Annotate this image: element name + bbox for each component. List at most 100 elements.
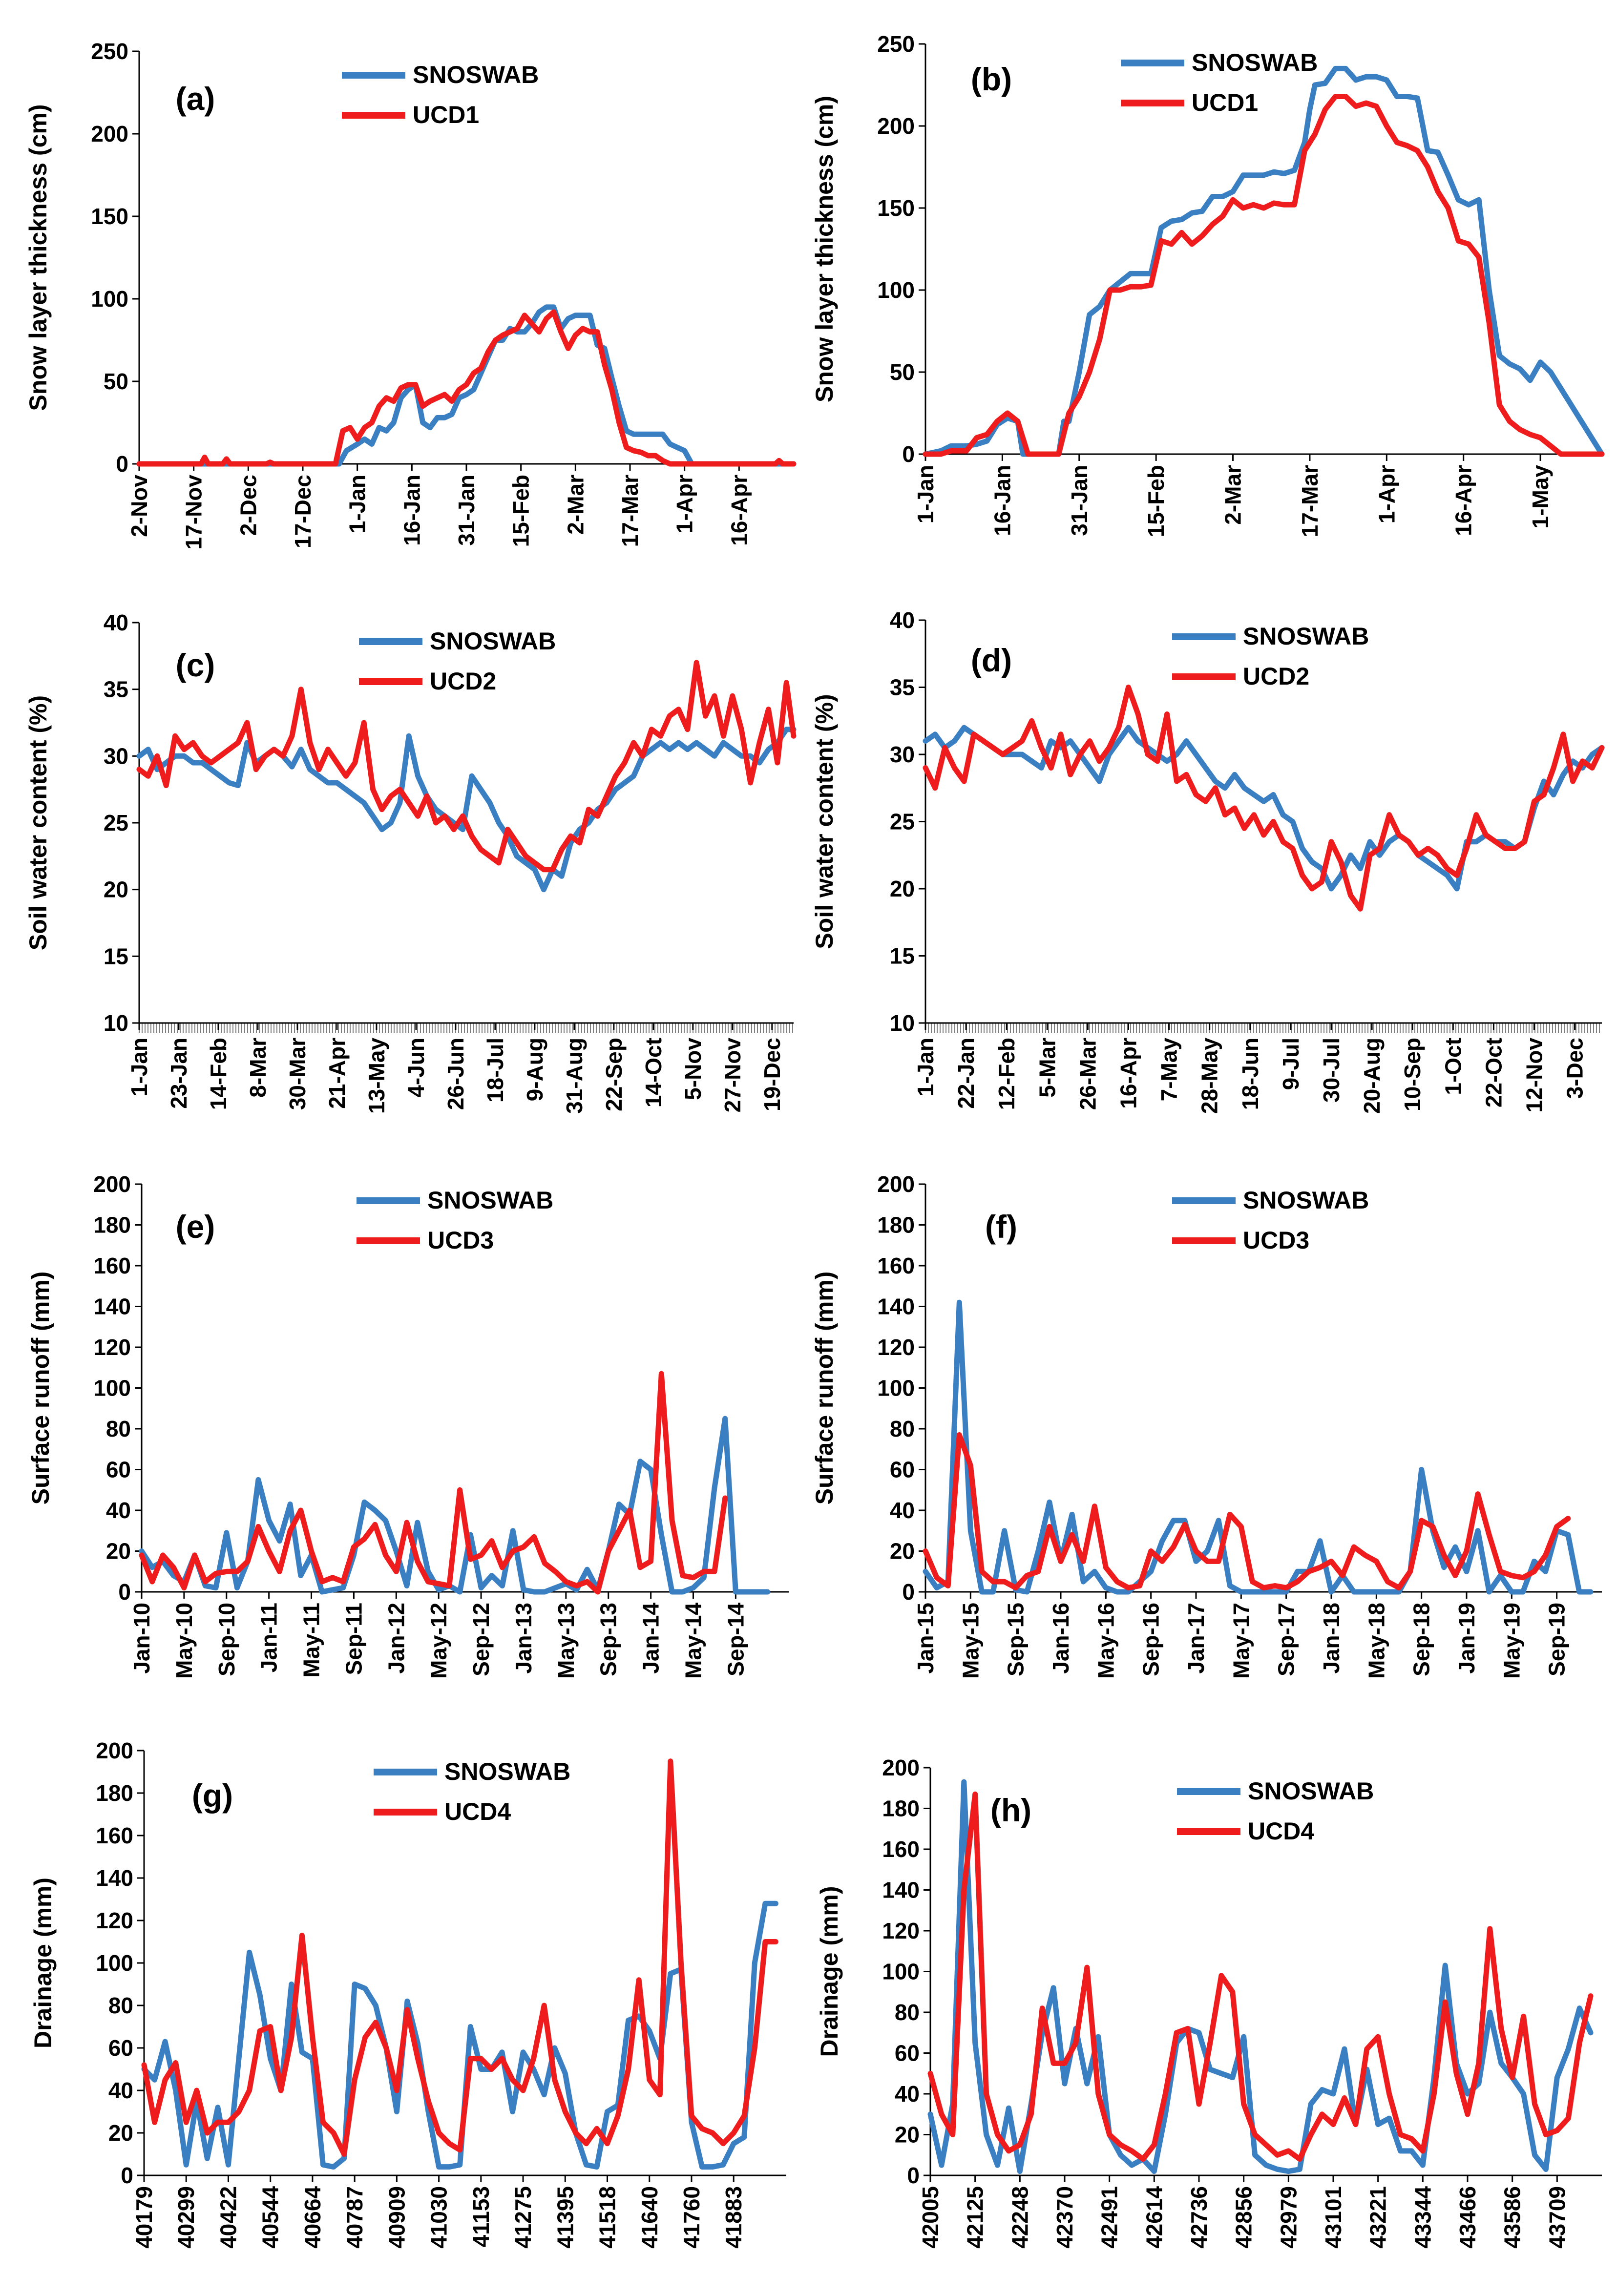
series-line-ucd1 <box>136 309 797 467</box>
x-tick-label: Sep-16 <box>1138 1603 1164 1676</box>
legend-label: SNOSWAB <box>1248 1777 1374 1805</box>
x-tick-label: 5-Nov <box>680 1038 706 1100</box>
x-tick-label: 31-Jan <box>1067 465 1092 536</box>
legend-label: SNOSWAB <box>444 1758 570 1785</box>
x-tick-label: Sep-17 <box>1274 1603 1299 1676</box>
x-tick-label: Jan-10 <box>129 1603 154 1674</box>
y-tick-label: 120 <box>93 1335 131 1360</box>
x-axis-minor-ticks <box>139 1023 793 1033</box>
surface-runoff-chart-e: 0 20 40 60 80 100 120 140 160 180 200 Jan-10 May-10 S… <box>27 1171 789 1679</box>
y-axis-title: Drainage (mm) <box>29 1878 57 2048</box>
panel-label: (a) <box>176 81 215 117</box>
x-tick-label: 41395 <box>552 2186 578 2249</box>
x-tick-label: 17-Dec <box>290 475 315 548</box>
x-tick-label: Jan-11 <box>256 1603 282 1672</box>
x-tick-label: 42979 <box>1276 2186 1301 2249</box>
x-tick-label: 43221 <box>1365 2186 1391 2249</box>
legend-label: SNOSWAB <box>427 1187 553 1214</box>
x-tick-label: 2-Mar <box>563 475 588 535</box>
legend-label: UCD2 <box>430 668 496 695</box>
x-tick-label: 41883 <box>721 2186 746 2249</box>
y-axis-title: Soil water content (%) <box>811 694 838 949</box>
x-tick-label: 1-Jan <box>913 465 938 523</box>
chart-panel-h: 0 20 40 60 80 100 120 140 160 180 200 42005 42125 422… <box>808 1719 1617 2294</box>
series-line-snoswab <box>136 727 797 893</box>
x-tick-label: 22-Jan <box>953 1038 979 1109</box>
x-tick-label: 17-Mar <box>1297 465 1323 537</box>
x-tick-label: 9-Jul <box>1278 1038 1303 1090</box>
snow-thickness-chart-a: 0 50 100 150 200 250 2-Nov 17-Nov 2-Dec 17-Dec 1-J… <box>24 39 797 550</box>
x-tick-label: 41640 <box>637 2186 662 2249</box>
y-tick-label: 25 <box>890 809 915 835</box>
x-tick-label: 10-Sep <box>1400 1038 1425 1111</box>
x-tick-label: 43101 <box>1321 2186 1346 2249</box>
y-tick-label: 10 <box>104 1010 128 1036</box>
x-tick-label: Jan-13 <box>511 1603 536 1674</box>
x-tick-label: 15-Feb <box>508 475 534 547</box>
y-tick-label: 180 <box>877 1212 915 1238</box>
chart-panel-g: 0 20 40 60 80 100 120 140 160 180 200 40179 40299 404… <box>0 1719 808 2294</box>
y-tick-label: 200 <box>91 121 128 146</box>
y-tick-label: 100 <box>91 286 128 312</box>
x-tick-label: 9-Aug <box>522 1038 547 1101</box>
x-tick-label: 8-Mar <box>245 1038 271 1098</box>
x-tick-label: 16-Apr <box>726 475 752 546</box>
x-tick-label: 13-May <box>364 1038 389 1114</box>
x-tick-label: 41153 <box>468 2186 494 2247</box>
x-tick-label: Sep-18 <box>1409 1603 1434 1676</box>
y-tick-label: 120 <box>877 1335 915 1360</box>
x-tick-label: Sep-10 <box>214 1603 239 1676</box>
x-tick-label: 17-Mar <box>617 475 643 547</box>
soil-water-chart-d: 10 15 20 25 30 35 40 1-Jan 22-Jan 12-Feb 5-Mar 26-M… <box>811 607 1605 1114</box>
y-tick-label: 60 <box>890 1457 915 1482</box>
x-axis-minor-ticks <box>925 1023 1600 1033</box>
x-tick-label: 14-Oct <box>641 1038 666 1107</box>
x-tick-label: May-18 <box>1364 1603 1389 1679</box>
x-tick-label: 12-Feb <box>994 1038 1019 1110</box>
y-axis-title: Surface runoff (mm) <box>811 1272 838 1505</box>
panel-label: (e) <box>176 1209 215 1245</box>
y-tick-label: 40 <box>895 2081 920 2107</box>
y-axis-title: Snow layer thickness (cm) <box>811 96 838 402</box>
y-tick-label: 180 <box>882 1796 920 1821</box>
x-tick-label: Sep-12 <box>468 1603 494 1676</box>
x-tick-label: May-10 <box>171 1603 197 1679</box>
x-tick-label: 42614 <box>1141 2186 1167 2249</box>
y-tick-label: 200 <box>877 1171 915 1197</box>
x-tick-label: 20-Aug <box>1359 1038 1385 1114</box>
panel-label: (d) <box>971 642 1012 678</box>
x-tick-label: 3-Dec <box>1562 1038 1588 1099</box>
legend-label: UCD4 <box>444 1798 511 1825</box>
x-tick-label: 41275 <box>510 2186 536 2249</box>
x-tick-label: 16-Jan <box>399 475 424 546</box>
y-axis-title: Snow layer thickness (cm) <box>24 104 52 411</box>
x-tick-label: 16-Jan <box>989 465 1015 536</box>
x-tick-label: 40299 <box>173 2186 199 2249</box>
y-axis-title: Surface runoff (mm) <box>27 1272 54 1505</box>
y-tick-label: 20 <box>106 1539 131 1564</box>
y-tick-label: 100 <box>877 1376 915 1401</box>
x-tick-label: Sep-11 <box>341 1603 366 1675</box>
chart-panel-c: 10 15 20 25 30 35 40 1-Jan 23-Jan 14-Feb 8-Mar 30-M… <box>0 596 808 1162</box>
surface-runoff-chart-f: 0 20 40 60 80 100 120 140 160 180 200 Jan-15 May-15 S… <box>811 1171 1602 1679</box>
y-tick-label: 250 <box>91 39 128 64</box>
x-tick-label: 12-Nov <box>1522 1038 1547 1113</box>
x-tick-label: 42491 <box>1097 2186 1122 2249</box>
chart-panel-e: 0 20 40 60 80 100 120 140 160 180 200 Jan-10 May-10 S… <box>0 1162 808 1719</box>
x-tick-label: 42856 <box>1231 2186 1257 2249</box>
y-axis-title: Soil water content (%) <box>24 695 52 950</box>
y-tick-label: 80 <box>890 1416 915 1441</box>
y-tick-label: 200 <box>93 1171 131 1197</box>
panel-label: (g) <box>192 1777 233 1814</box>
y-tick-label: 200 <box>877 113 915 139</box>
x-tick-label: 40787 <box>342 2186 367 2249</box>
x-tick-label: 42736 <box>1186 2186 1212 2249</box>
x-tick-label: 26-Jun <box>443 1038 468 1110</box>
legend-label: SNOSWAB <box>1192 49 1318 76</box>
x-tick-label: 16-Apr <box>1451 465 1476 536</box>
x-tick-label: 17-Nov <box>181 475 207 550</box>
y-tick-label: 15 <box>104 943 128 969</box>
y-tick-label: 40 <box>890 607 915 633</box>
panel-label: (b) <box>971 61 1012 97</box>
x-tick-label: 30-Jul <box>1319 1038 1344 1103</box>
